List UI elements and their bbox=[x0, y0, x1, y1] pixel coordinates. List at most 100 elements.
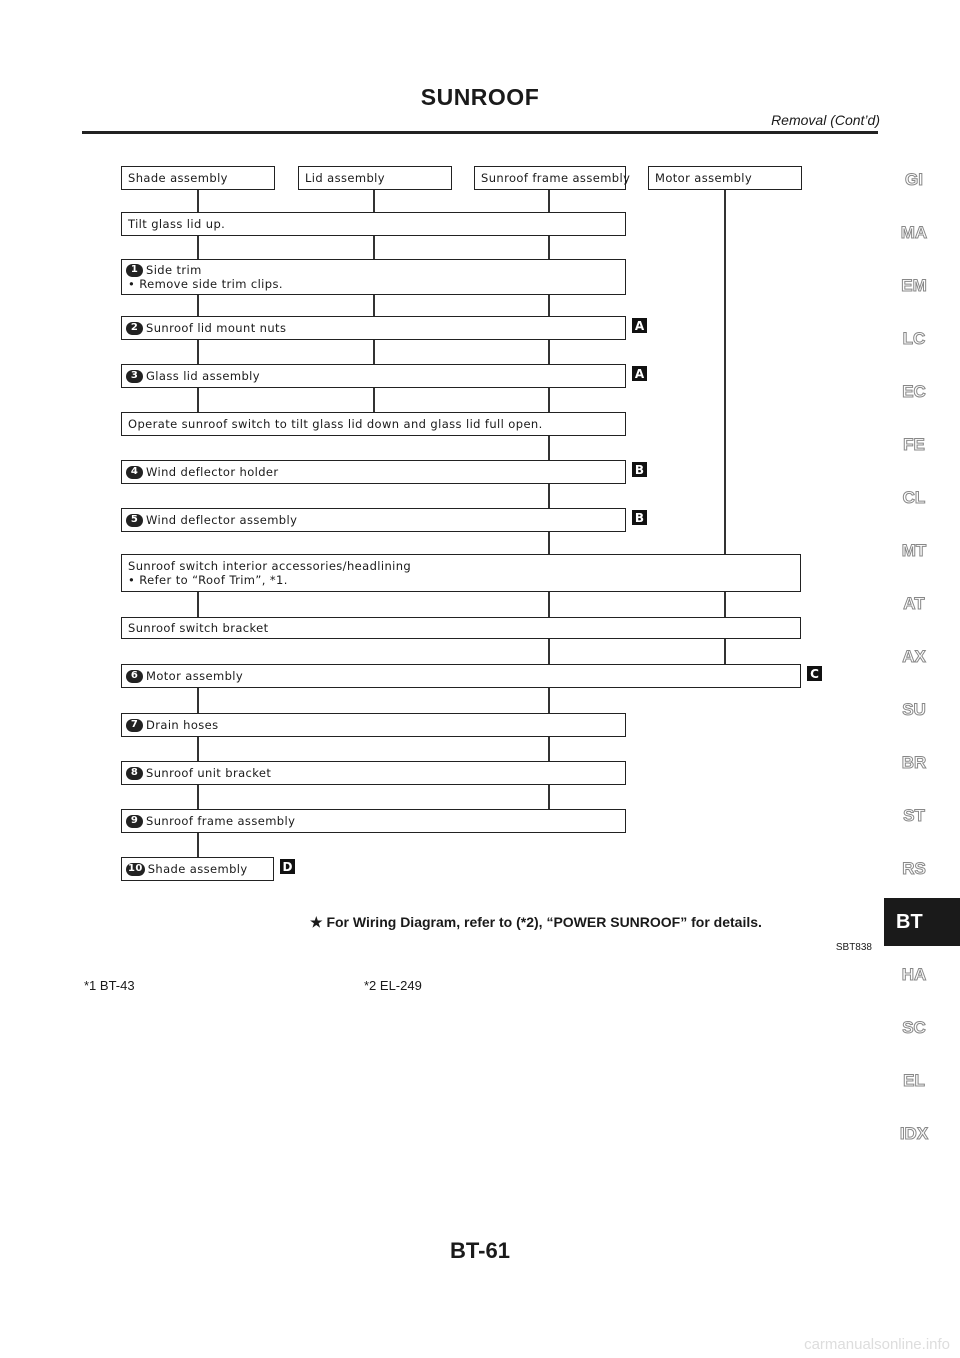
step-text: Sunroof switch bracket bbox=[128, 621, 794, 635]
component-box: Sunroof frame assembly bbox=[474, 166, 631, 190]
section-tab-ma[interactable]: MA bbox=[900, 223, 928, 243]
component-box: Shade assembly bbox=[121, 166, 275, 190]
page-title: SUNROOF bbox=[420, 84, 540, 110]
note-tag-icon: B bbox=[632, 510, 647, 525]
step-label: Sunroof switch interior accessories/head… bbox=[128, 559, 412, 573]
step-box: Sunroof switch bracket bbox=[121, 617, 801, 639]
step-box: 8 Sunroof unit bracket bbox=[121, 761, 626, 785]
note-tag-icon: C bbox=[807, 666, 822, 681]
section-tab-ec[interactable]: EC bbox=[902, 382, 927, 402]
step-label: Wind deflector assembly bbox=[146, 513, 298, 527]
step-text: 2 Sunroof lid mount nuts bbox=[126, 321, 619, 335]
section-tab-bt[interactable]: BT bbox=[884, 898, 960, 946]
note-tag-icon: A bbox=[632, 318, 647, 333]
flow-connector bbox=[197, 785, 199, 809]
step-box: 6 Motor assembly bbox=[121, 664, 801, 688]
step-number-badge: 8 bbox=[126, 766, 143, 780]
flow-connector bbox=[548, 737, 550, 761]
step-text: Sunroof switch interior accessories/head… bbox=[128, 559, 794, 573]
step-box: 1 Side trim • Remove side trim clips. bbox=[121, 259, 626, 295]
component-box: Motor assembly bbox=[648, 166, 802, 190]
step-label: Side trim bbox=[146, 263, 202, 277]
step-text: 8 Sunroof unit bracket bbox=[126, 766, 619, 780]
step-number-badge: 9 bbox=[126, 814, 143, 828]
step-text: 6 Motor assembly bbox=[126, 669, 794, 683]
section-tab-rs[interactable]: RS bbox=[902, 859, 927, 879]
flow-connector bbox=[373, 236, 375, 259]
step-text: • Remove side trim clips. bbox=[128, 277, 619, 291]
section-tab-mt[interactable]: MT bbox=[901, 541, 927, 561]
watermark: carmanualsonline.info bbox=[804, 1336, 950, 1353]
step-number-badge: 10 bbox=[126, 862, 145, 876]
flow-connector bbox=[724, 592, 726, 617]
header-rule bbox=[82, 131, 878, 134]
section-tab-at[interactable]: AT bbox=[903, 594, 925, 614]
flow-connector bbox=[197, 295, 199, 316]
section-tab-gi[interactable]: GI bbox=[905, 170, 924, 190]
step-label: Sunroof frame assembly bbox=[146, 814, 296, 828]
step-number-badge: 5 bbox=[126, 513, 143, 527]
section-tab-st[interactable]: ST bbox=[903, 806, 926, 826]
step-box: 2 Sunroof lid mount nuts bbox=[121, 316, 626, 340]
step-text: 10 Shade assembly bbox=[126, 862, 267, 876]
step-box: Operate sunroof switch to tilt glass lid… bbox=[121, 412, 626, 436]
flow-connector bbox=[548, 785, 550, 809]
flow-connector bbox=[197, 833, 199, 857]
step-text: Operate sunroof switch to tilt glass lid… bbox=[128, 417, 619, 431]
step-label: Sunroof unit bracket bbox=[146, 766, 272, 780]
step-label: Operate sunroof switch to tilt glass lid… bbox=[128, 417, 543, 431]
flow-connector bbox=[548, 592, 550, 617]
reference-2: *2 EL-249 bbox=[364, 978, 422, 993]
wiring-note: ★ For Wiring Diagram, refer to (*2), “PO… bbox=[310, 914, 762, 930]
flow-connector bbox=[373, 388, 375, 412]
step-box: 3 Glass lid assembly bbox=[121, 364, 626, 388]
flow-connector bbox=[197, 236, 199, 259]
step-text: 9 Sunroof frame assembly bbox=[126, 814, 619, 828]
flow-connector bbox=[197, 688, 199, 713]
flow-connector bbox=[197, 388, 199, 412]
note-tag-icon: B bbox=[632, 462, 647, 477]
section-tab-lc[interactable]: LC bbox=[902, 329, 926, 349]
step-label: • Remove side trim clips. bbox=[128, 277, 283, 291]
step-label: Wind deflector holder bbox=[146, 465, 279, 479]
flow-connector bbox=[548, 340, 550, 364]
page-subtitle: Removal (Cont’d) bbox=[771, 112, 880, 128]
section-tab-su[interactable]: SU bbox=[902, 700, 927, 720]
step-label: Tilt glass lid up. bbox=[128, 217, 226, 231]
flow-connector bbox=[548, 532, 550, 554]
step-label: Sunroof switch bracket bbox=[128, 621, 269, 635]
section-tab-idx[interactable]: IDX bbox=[899, 1124, 929, 1144]
component-label: Motor assembly bbox=[655, 171, 753, 185]
step-text: • Refer to “Roof Trim”, *1. bbox=[128, 573, 794, 587]
component-label: Sunroof frame assembly bbox=[481, 171, 631, 185]
section-tab-em[interactable]: EM bbox=[901, 276, 928, 296]
flow-connector bbox=[548, 190, 550, 212]
flow-connector bbox=[197, 592, 199, 617]
component-box: Lid assembly bbox=[298, 166, 452, 190]
section-tab-fe[interactable]: FE bbox=[903, 435, 926, 455]
section-tab-br[interactable]: BR bbox=[901, 753, 927, 773]
note-tag-icon: D bbox=[280, 859, 295, 874]
step-number-badge: 2 bbox=[126, 321, 143, 335]
component-label: Shade assembly bbox=[128, 171, 228, 185]
section-tab-el[interactable]: EL bbox=[903, 1071, 926, 1091]
step-text: 1 Side trim bbox=[126, 263, 619, 277]
step-box: Tilt glass lid up. bbox=[121, 212, 626, 236]
section-tab-ax[interactable]: AX bbox=[902, 647, 927, 667]
flow-connector bbox=[548, 388, 550, 412]
step-box: 7 Drain hoses bbox=[121, 713, 626, 737]
step-label: Sunroof lid mount nuts bbox=[146, 321, 287, 335]
step-label: • Refer to “Roof Trim”, *1. bbox=[128, 573, 288, 587]
step-number-badge: 1 bbox=[126, 263, 143, 277]
section-tab-cl[interactable]: CL bbox=[902, 488, 926, 508]
step-label: Shade assembly bbox=[147, 862, 248, 876]
step-number-badge: 7 bbox=[126, 718, 143, 732]
step-box: 10 Shade assembly bbox=[121, 857, 274, 881]
step-text: 3 Glass lid assembly bbox=[126, 369, 619, 383]
flow-connector bbox=[724, 190, 726, 554]
section-tab-ha[interactable]: HA bbox=[901, 965, 927, 985]
flow-connector bbox=[197, 737, 199, 761]
section-tab-sc[interactable]: SC bbox=[902, 1018, 927, 1038]
flow-connector bbox=[373, 295, 375, 316]
flow-connector bbox=[548, 436, 550, 460]
